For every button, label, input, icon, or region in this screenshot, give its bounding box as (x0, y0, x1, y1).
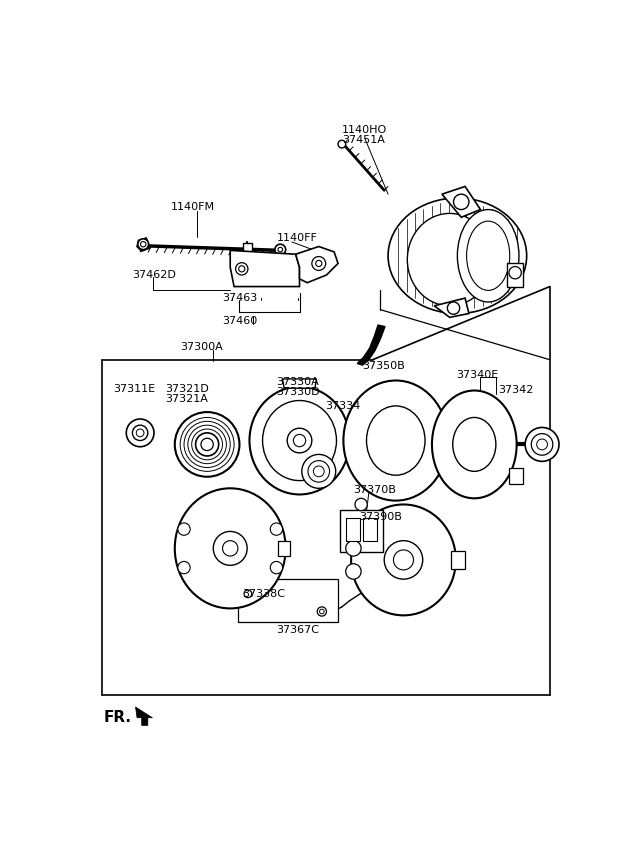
Text: 37340E: 37340E (456, 370, 498, 380)
Circle shape (178, 561, 190, 574)
Polygon shape (283, 379, 317, 388)
Circle shape (447, 302, 460, 315)
Polygon shape (136, 707, 153, 725)
Circle shape (287, 428, 312, 453)
Ellipse shape (457, 209, 519, 302)
Circle shape (275, 244, 286, 255)
Bar (362, 517, 377, 541)
Circle shape (346, 564, 361, 579)
Text: FR.: FR. (103, 710, 131, 725)
Ellipse shape (175, 488, 286, 608)
Ellipse shape (249, 387, 350, 494)
Circle shape (320, 609, 324, 614)
Text: 37370B: 37370B (354, 485, 396, 495)
Ellipse shape (351, 505, 456, 616)
Circle shape (214, 532, 247, 566)
Polygon shape (296, 247, 338, 282)
Circle shape (270, 561, 283, 574)
Circle shape (175, 412, 239, 477)
Text: 37300A: 37300A (180, 342, 223, 352)
Circle shape (312, 257, 326, 271)
Text: 1140FF: 1140FF (276, 232, 317, 243)
Ellipse shape (408, 214, 492, 306)
Circle shape (278, 248, 283, 252)
Circle shape (195, 432, 219, 456)
Circle shape (453, 194, 469, 209)
Text: 37321A: 37321A (165, 394, 208, 404)
Circle shape (355, 499, 367, 510)
Ellipse shape (432, 391, 517, 499)
Bar (507, 264, 523, 287)
Bar (278, 541, 290, 556)
Polygon shape (435, 298, 469, 317)
Ellipse shape (467, 221, 510, 290)
Circle shape (509, 266, 521, 279)
Text: 37311E: 37311E (113, 384, 155, 394)
Circle shape (236, 263, 248, 275)
Text: 37462D: 37462D (133, 270, 176, 280)
Text: 1140HO: 1140HO (342, 125, 387, 135)
Circle shape (525, 427, 559, 461)
Text: 1140FM: 1140FM (171, 202, 215, 212)
Text: 37342: 37342 (498, 385, 534, 395)
Circle shape (394, 550, 413, 570)
Ellipse shape (453, 417, 496, 471)
Circle shape (126, 419, 154, 447)
Polygon shape (137, 238, 149, 251)
Text: 37338C: 37338C (242, 589, 284, 600)
Ellipse shape (388, 198, 527, 314)
Circle shape (270, 523, 283, 535)
Text: 37330D: 37330D (276, 388, 320, 398)
Text: 37460: 37460 (222, 315, 257, 326)
Circle shape (293, 434, 306, 447)
Circle shape (133, 425, 148, 441)
Bar (509, 467, 523, 484)
Bar (346, 517, 360, 541)
Polygon shape (230, 250, 300, 287)
Circle shape (384, 541, 423, 579)
Circle shape (531, 433, 553, 455)
Circle shape (222, 541, 238, 556)
Circle shape (138, 239, 149, 249)
Text: 37451A: 37451A (342, 135, 385, 145)
Text: 37321D: 37321D (165, 384, 208, 394)
Circle shape (136, 429, 144, 437)
Bar (238, 579, 338, 622)
Text: 37330A: 37330A (276, 377, 319, 388)
Circle shape (313, 466, 324, 477)
Circle shape (302, 455, 336, 488)
Ellipse shape (344, 381, 448, 500)
Bar (451, 550, 465, 569)
Bar (243, 243, 252, 254)
Circle shape (316, 260, 322, 266)
Text: 37390B: 37390B (360, 512, 403, 522)
Circle shape (201, 438, 214, 450)
Circle shape (178, 523, 190, 535)
Circle shape (308, 460, 330, 483)
Text: 37463: 37463 (222, 293, 257, 303)
Text: 37334: 37334 (325, 400, 360, 410)
Polygon shape (357, 325, 385, 365)
Circle shape (141, 242, 146, 247)
Ellipse shape (367, 406, 425, 475)
Circle shape (239, 265, 245, 272)
Text: 37367C: 37367C (276, 625, 320, 635)
Text: 37350B: 37350B (362, 361, 406, 371)
Circle shape (537, 439, 548, 449)
Polygon shape (442, 187, 480, 217)
Bar (340, 510, 382, 552)
Circle shape (317, 607, 327, 616)
Ellipse shape (263, 400, 337, 481)
Circle shape (338, 140, 346, 148)
Circle shape (244, 590, 252, 598)
Circle shape (346, 541, 361, 556)
